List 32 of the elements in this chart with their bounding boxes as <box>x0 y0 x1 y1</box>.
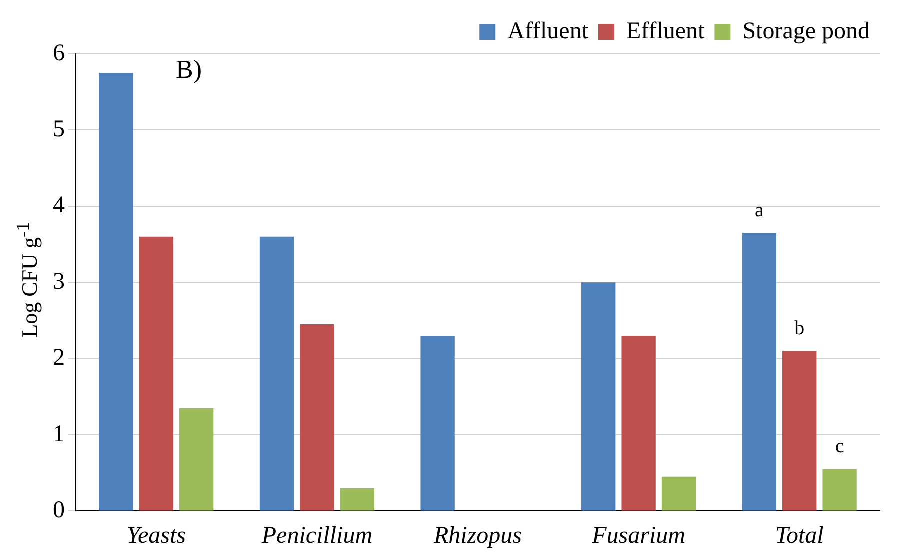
annotation: b <box>794 317 805 340</box>
legend-label: Effluent <box>626 18 706 44</box>
bar <box>340 488 374 511</box>
legend-label: Storage pond <box>742 18 870 44</box>
y-tick-label: 2 <box>53 345 65 372</box>
bar <box>662 476 696 511</box>
x-tick-label: Penicillium <box>260 522 373 549</box>
x-tick-label: Total <box>775 522 824 549</box>
bar <box>180 408 214 511</box>
bar <box>139 236 174 511</box>
annotation: a <box>754 199 764 222</box>
bar <box>622 336 656 511</box>
y-tick-label: 0 <box>53 497 65 524</box>
bar <box>99 73 134 511</box>
x-tick-label: Yeasts <box>126 522 186 549</box>
y-tick-label: 1 <box>53 421 65 448</box>
legend-label: Affluent <box>508 18 589 44</box>
x-tick-label: Rhizopus <box>432 522 522 549</box>
annotation: B) <box>176 54 202 84</box>
y-tick-label: 4 <box>53 192 65 219</box>
x-tick-label: Fusarium <box>591 522 686 549</box>
bar <box>300 324 334 511</box>
bar <box>782 351 817 511</box>
bar <box>260 236 294 511</box>
bar <box>742 233 776 511</box>
y-tick-label: 6 <box>53 40 65 66</box>
y-tick-label: 5 <box>53 116 65 142</box>
y-tick-label: 3 <box>53 268 65 295</box>
bar <box>822 469 857 511</box>
annotation: c <box>835 436 844 458</box>
bar <box>420 336 455 511</box>
bar <box>582 282 616 511</box>
